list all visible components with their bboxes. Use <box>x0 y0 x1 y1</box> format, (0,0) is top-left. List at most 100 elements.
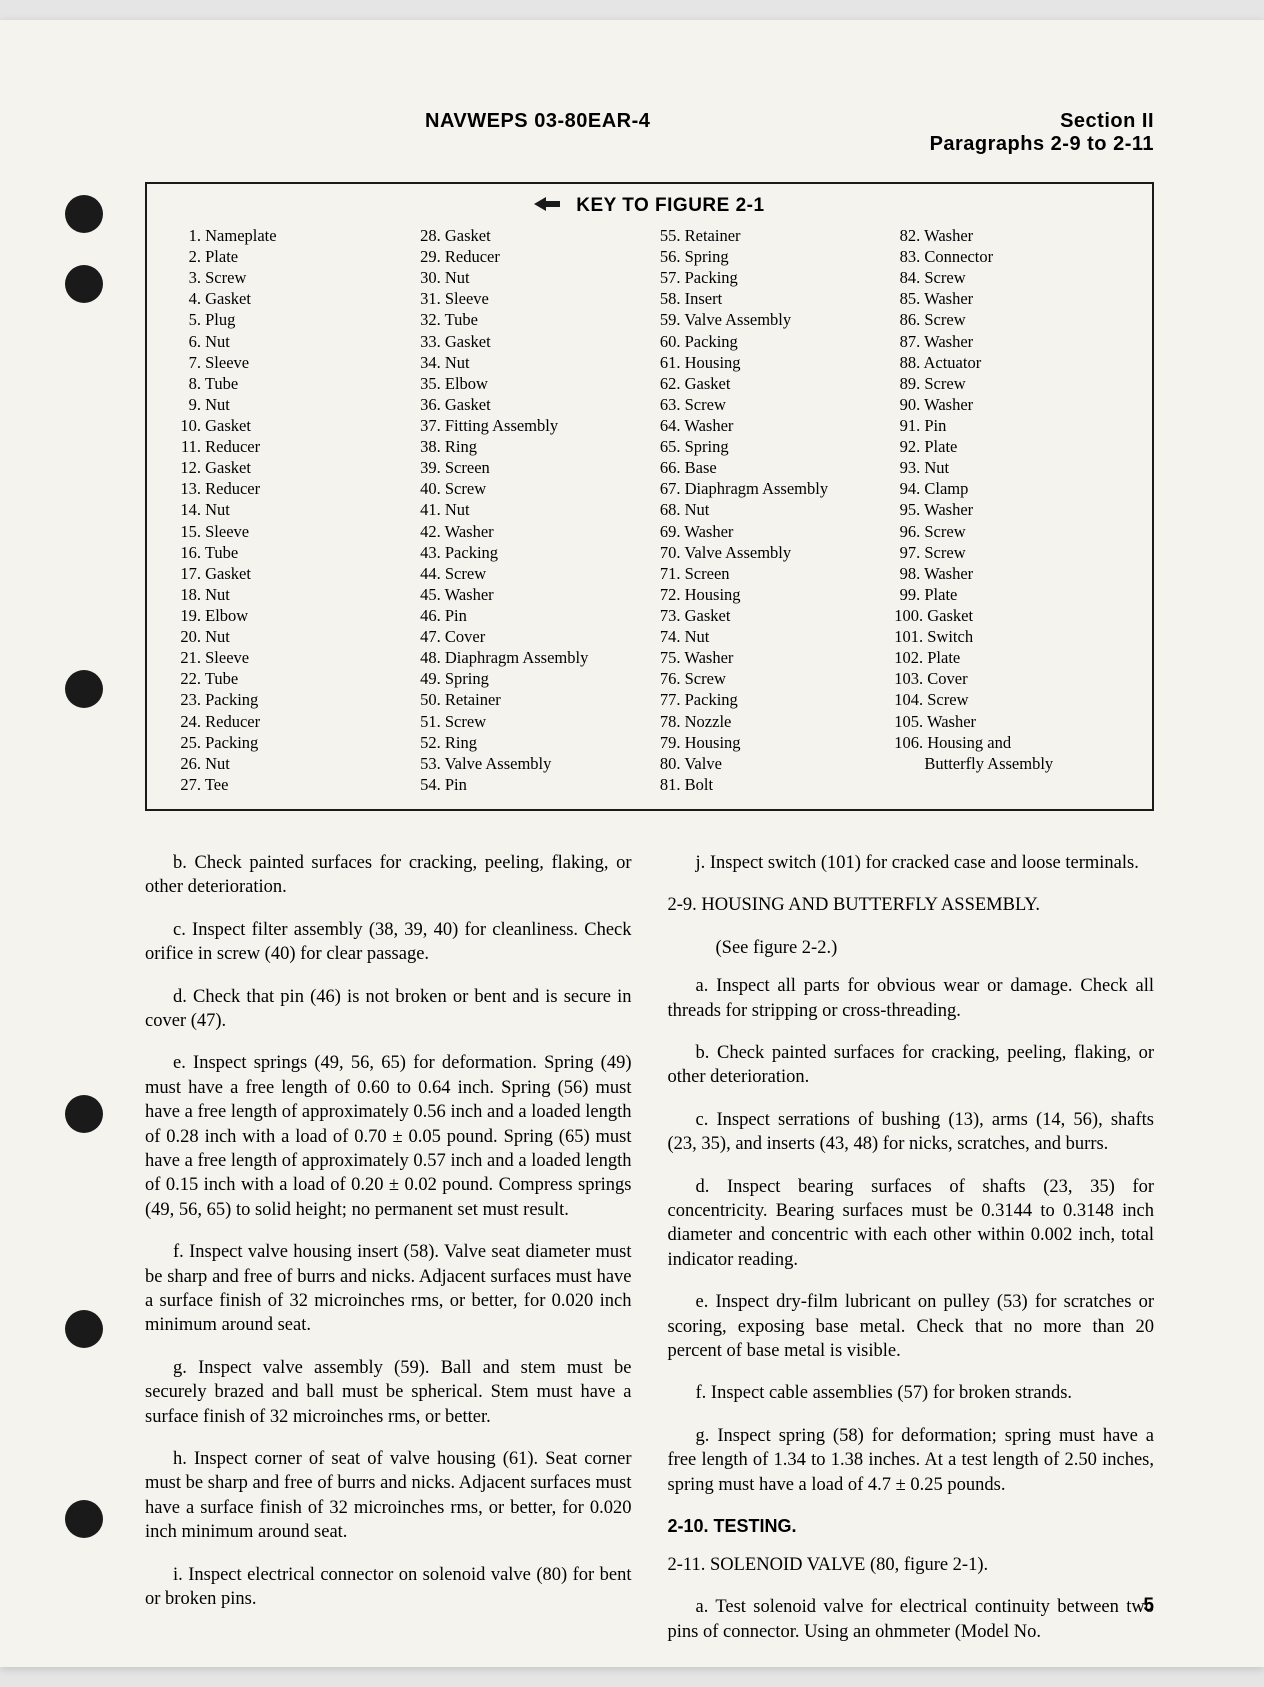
key-item: 26. Nut <box>175 753 405 774</box>
para-c: c. Inspect filter assembly (38, 39, 40) … <box>145 918 632 967</box>
key-item: 66. Base <box>655 457 885 478</box>
key-item: 20. Nut <box>175 626 405 647</box>
key-item: 49. Spring <box>415 668 645 689</box>
key-item: 36. Gasket <box>415 394 645 415</box>
key-item: 27. Tee <box>175 774 405 795</box>
header-section-block: Section II Paragraphs 2-9 to 2-11 <box>930 110 1154 156</box>
key-item: 45. Washer <box>415 584 645 605</box>
key-item: 39. Screen <box>415 457 645 478</box>
key-col-3: 55. Retainer56. Spring57. Packing58. Ins… <box>655 225 885 795</box>
key-item: 38. Ring <box>415 436 645 457</box>
key-item: 12. Gasket <box>175 457 405 478</box>
left-column: b. Check painted surfaces for cracking, … <box>145 851 632 1662</box>
key-item: 4. Gasket <box>175 288 405 309</box>
arrow-left-icon <box>534 194 560 217</box>
key-item: 69. Washer <box>655 521 885 542</box>
key-item: 103. Cover <box>894 668 1124 689</box>
key-item: 22. Tube <box>175 668 405 689</box>
punch-hole <box>65 670 103 708</box>
right-column: j. Inspect switch (101) for cracked case… <box>668 851 1155 1662</box>
key-item: 24. Reducer <box>175 711 405 732</box>
para-f: f. Inspect valve housing insert (58). Va… <box>145 1240 632 1338</box>
key-item: 46. Pin <box>415 605 645 626</box>
key-item: 75. Washer <box>655 647 885 668</box>
key-title: KEY TO FIGURE 2-1 <box>175 194 1124 217</box>
key-item: 57. Packing <box>655 267 885 288</box>
key-item: 99. Plate <box>894 584 1124 605</box>
key-item: 56. Spring <box>655 246 885 267</box>
key-item: 34. Nut <box>415 352 645 373</box>
key-item: 53. Valve Assembly <box>415 753 645 774</box>
key-item: 16. Tube <box>175 542 405 563</box>
key-item: 33. Gasket <box>415 331 645 352</box>
key-item: 11. Reducer <box>175 436 405 457</box>
key-item: 68. Nut <box>655 499 885 520</box>
key-col-4: 82. Washer83. Connector84. Screw85. Wash… <box>894 225 1124 795</box>
key-item: 72. Housing <box>655 584 885 605</box>
punch-hole <box>65 265 103 303</box>
key-item: 7. Sleeve <box>175 352 405 373</box>
key-item: 77. Packing <box>655 689 885 710</box>
key-item: 5. Plug <box>175 309 405 330</box>
key-item: 97. Screw <box>894 542 1124 563</box>
key-item: 79. Housing <box>655 732 885 753</box>
key-item: 81. Bolt <box>655 774 885 795</box>
key-item: 35. Elbow <box>415 373 645 394</box>
page-header: NAVWEPS 03-80EAR-4 Section II Paragraphs… <box>145 110 1154 156</box>
key-item: 93. Nut <box>894 457 1124 478</box>
punch-hole <box>65 1500 103 1538</box>
key-item: 31. Sleeve <box>415 288 645 309</box>
key-item: 47. Cover <box>415 626 645 647</box>
key-item: 1. Nameplate <box>175 225 405 246</box>
key-item: 59. Valve Assembly <box>655 309 885 330</box>
body-columns: b. Check painted surfaces for cracking, … <box>145 851 1154 1662</box>
key-item: 15. Sleeve <box>175 521 405 542</box>
key-item: 14. Nut <box>175 499 405 520</box>
key-item: 73. Gasket <box>655 605 885 626</box>
key-item: 91. Pin <box>894 415 1124 436</box>
key-item: 54. Pin <box>415 774 645 795</box>
key-item: 25. Packing <box>175 732 405 753</box>
para-2-9-a: a. Inspect all parts for obvious wear or… <box>668 974 1155 1023</box>
punch-hole <box>65 1095 103 1133</box>
key-item: 62. Gasket <box>655 373 885 394</box>
key-item: 106. Housing and <box>894 732 1124 753</box>
key-item: 65. Spring <box>655 436 885 457</box>
key-item: 105. Washer <box>894 711 1124 732</box>
key-item: 89. Screw <box>894 373 1124 394</box>
para-2-9-c: c. Inspect serrations of bushing (13), a… <box>668 1108 1155 1157</box>
key-item: 83. Connector <box>894 246 1124 267</box>
key-item: 87. Washer <box>894 331 1124 352</box>
section-2-11: 2-11. SOLENOID VALVE (80, figure 2-1). <box>668 1553 1155 1577</box>
key-item: 18. Nut <box>175 584 405 605</box>
section-label: Section II <box>930 110 1154 133</box>
key-item: 6. Nut <box>175 331 405 352</box>
key-item: 28. Gasket <box>415 225 645 246</box>
key-item: 29. Reducer <box>415 246 645 267</box>
key-item: 78. Nozzle <box>655 711 885 732</box>
para-2-9-g: g. Inspect spring (58) for deformation; … <box>668 1424 1155 1497</box>
section-2-10: 2-10. TESTING. <box>668 1515 1155 1539</box>
para-d: d. Check that pin (46) is not broken or … <box>145 985 632 1034</box>
key-item: 80. Valve <box>655 753 885 774</box>
key-item: 58. Insert <box>655 288 885 309</box>
key-item: 82. Washer <box>894 225 1124 246</box>
key-item: 76. Screw <box>655 668 885 689</box>
key-item: 98. Washer <box>894 563 1124 584</box>
doc-id: NAVWEPS 03-80EAR-4 <box>425 110 650 133</box>
key-item: 71. Screen <box>655 563 885 584</box>
key-item: 40. Screw <box>415 478 645 499</box>
key-item: 64. Washer <box>655 415 885 436</box>
key-to-figure-box: KEY TO FIGURE 2-1 1. Nameplate2. Plate3.… <box>145 182 1154 811</box>
para-2-9-e: e. Inspect dry-film lubricant on pulley … <box>668 1290 1155 1363</box>
key-item: 92. Plate <box>894 436 1124 457</box>
key-item: 88. Actuator <box>894 352 1124 373</box>
key-item: 60. Packing <box>655 331 885 352</box>
key-item: 43. Packing <box>415 542 645 563</box>
page-number: 5 <box>1143 1595 1154 1617</box>
key-item: 2. Plate <box>175 246 405 267</box>
key-item: 86. Screw <box>894 309 1124 330</box>
para-g: g. Inspect valve assembly (59). Ball and… <box>145 1356 632 1429</box>
key-item: 96. Screw <box>894 521 1124 542</box>
key-item: 84. Screw <box>894 267 1124 288</box>
